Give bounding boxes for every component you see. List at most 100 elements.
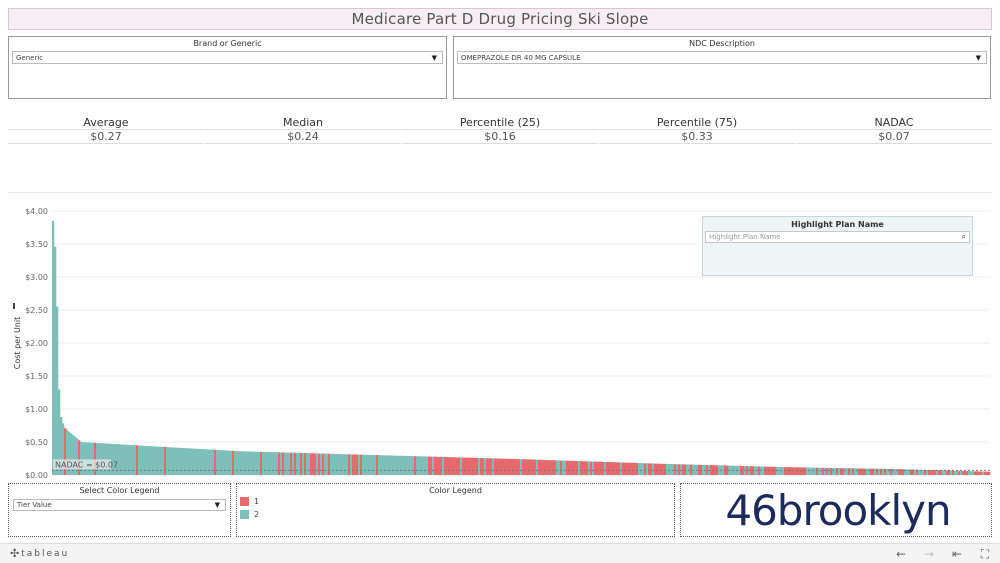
- chart-bar: [180, 447, 183, 475]
- chart-bar: [828, 467, 831, 475]
- highlight-plan-input[interactable]: Highlight Plan Name ⌕: [705, 231, 970, 243]
- legend-item-1[interactable]: 1: [240, 495, 674, 508]
- chart-bar: [692, 464, 695, 475]
- highlight-plan-placeholder: Highlight Plan Name: [709, 233, 781, 241]
- chart-bar: [642, 463, 645, 475]
- stat-median: Median $0.24: [205, 116, 401, 144]
- chart-bar: [84, 442, 87, 475]
- chart-bar: [468, 457, 471, 475]
- tableau-brand[interactable]: ✣ tableau: [10, 547, 69, 560]
- color-legend-dropdown[interactable]: Tier Value ▼: [13, 499, 226, 511]
- chart-bar: [476, 457, 479, 475]
- chart-bar: [192, 448, 195, 475]
- chart-bar: [276, 452, 279, 475]
- legend-swatch: [240, 510, 249, 519]
- chart-bar: [570, 460, 573, 475]
- sort-icon: [13, 303, 15, 309]
- chart-bar: [250, 451, 253, 475]
- chart-bar: [798, 467, 801, 475]
- search-icon[interactable]: ⌕: [961, 232, 966, 241]
- chart-bar: [898, 469, 901, 475]
- chart-bar: [74, 436, 77, 475]
- revert-icon[interactable]: ⇤: [951, 547, 963, 561]
- chart-bar: [628, 462, 631, 475]
- chart-bar: [800, 467, 803, 475]
- chart-bar: [58, 389, 61, 475]
- chart-bar: [702, 464, 705, 475]
- chart-bar: [664, 463, 667, 475]
- chart-bar: [496, 458, 499, 475]
- chart-bar: [246, 451, 249, 475]
- chart-bar: [412, 456, 415, 475]
- chart-bar: [710, 465, 713, 475]
- chart-bar: [902, 469, 905, 475]
- chart-bar: [396, 455, 399, 475]
- chart-bar: [522, 459, 525, 475]
- chart-bar: [846, 468, 849, 475]
- chart-bar: [794, 467, 797, 475]
- chart-bar: [368, 454, 371, 475]
- chart-bar: [456, 457, 459, 475]
- legend-item-2[interactable]: 2: [240, 508, 674, 521]
- chart-bar: [622, 462, 625, 475]
- chart-bar: [806, 467, 809, 475]
- chart-bar: [510, 458, 513, 475]
- chart-bar: [686, 464, 689, 475]
- chart-bar: [330, 453, 333, 475]
- ski-slope-chart[interactable]: $0.00 $0.50 $1.00 $1.50 $2.00 $2.50 $3.00 $3.50…: [8, 192, 992, 479]
- stat-value: $0.07: [796, 130, 992, 144]
- chart-bar: [906, 469, 909, 475]
- chart-bar: [526, 459, 529, 475]
- chart-bar: [156, 446, 159, 475]
- chart-bar: [924, 469, 927, 475]
- color-legend-dropdown-value: Tier Value: [17, 501, 52, 509]
- brand-filter-dropdown[interactable]: Generic ▼: [12, 51, 443, 64]
- chart-bar: [632, 462, 635, 475]
- chart-bar: [818, 467, 821, 475]
- chart-bar: [420, 456, 423, 475]
- chart-svg[interactable]: $0.00 $0.50 $1.00 $1.50 $2.00 $2.50 $3.00 $3.50…: [8, 193, 992, 479]
- chart-bar: [624, 462, 627, 475]
- y-tick-label: $0.50: [25, 438, 48, 447]
- chart-bar: [850, 468, 853, 475]
- chart-bar: [920, 469, 923, 475]
- chart-bar: [500, 458, 503, 475]
- chart-bar: [68, 431, 71, 475]
- chart-bar: [972, 471, 975, 475]
- chart-bar: [852, 468, 855, 475]
- chart-bar: [932, 470, 935, 475]
- chart-bar: [464, 457, 467, 475]
- redo-icon[interactable]: →: [923, 547, 935, 561]
- chart-bar: [534, 459, 537, 475]
- chart-bar: [584, 461, 587, 475]
- chart-bar: [92, 442, 95, 475]
- chart-bar: [282, 452, 285, 475]
- chart-bar: [492, 458, 495, 475]
- chart-bar: [292, 452, 295, 475]
- ndc-filter-dropdown[interactable]: OMEPRAZOLE DR 40 MG CAPSULE ▼: [457, 51, 987, 64]
- brand-generic-filter: Brand or Generic Generic ▼: [8, 36, 447, 99]
- chart-bar: [844, 468, 847, 475]
- chart-bar: [118, 444, 121, 475]
- chart-bar: [454, 457, 457, 475]
- chart-bar: [142, 445, 145, 475]
- highlight-plan-title: Highlight Plan Name: [791, 220, 884, 229]
- chart-bar: [196, 448, 199, 475]
- chart-bar: [884, 468, 887, 475]
- chart-bar: [778, 466, 781, 475]
- chart-bar: [962, 470, 965, 475]
- fullscreen-icon[interactable]: ⛶: [980, 547, 990, 561]
- chart-bar: [540, 459, 543, 475]
- chart-bar: [254, 451, 257, 475]
- chart-bar: [462, 457, 465, 475]
- undo-icon[interactable]: ←: [895, 547, 907, 561]
- chart-bar: [648, 463, 651, 475]
- chart-bar: [866, 468, 869, 475]
- chart-bar: [266, 452, 269, 475]
- chart-bar: [820, 467, 823, 475]
- y-tick-label: $1.50: [25, 372, 48, 381]
- chart-bar: [706, 465, 709, 475]
- chart-bar: [678, 464, 681, 475]
- chevron-down-icon: ▼: [975, 54, 981, 62]
- chart-bar: [288, 452, 291, 475]
